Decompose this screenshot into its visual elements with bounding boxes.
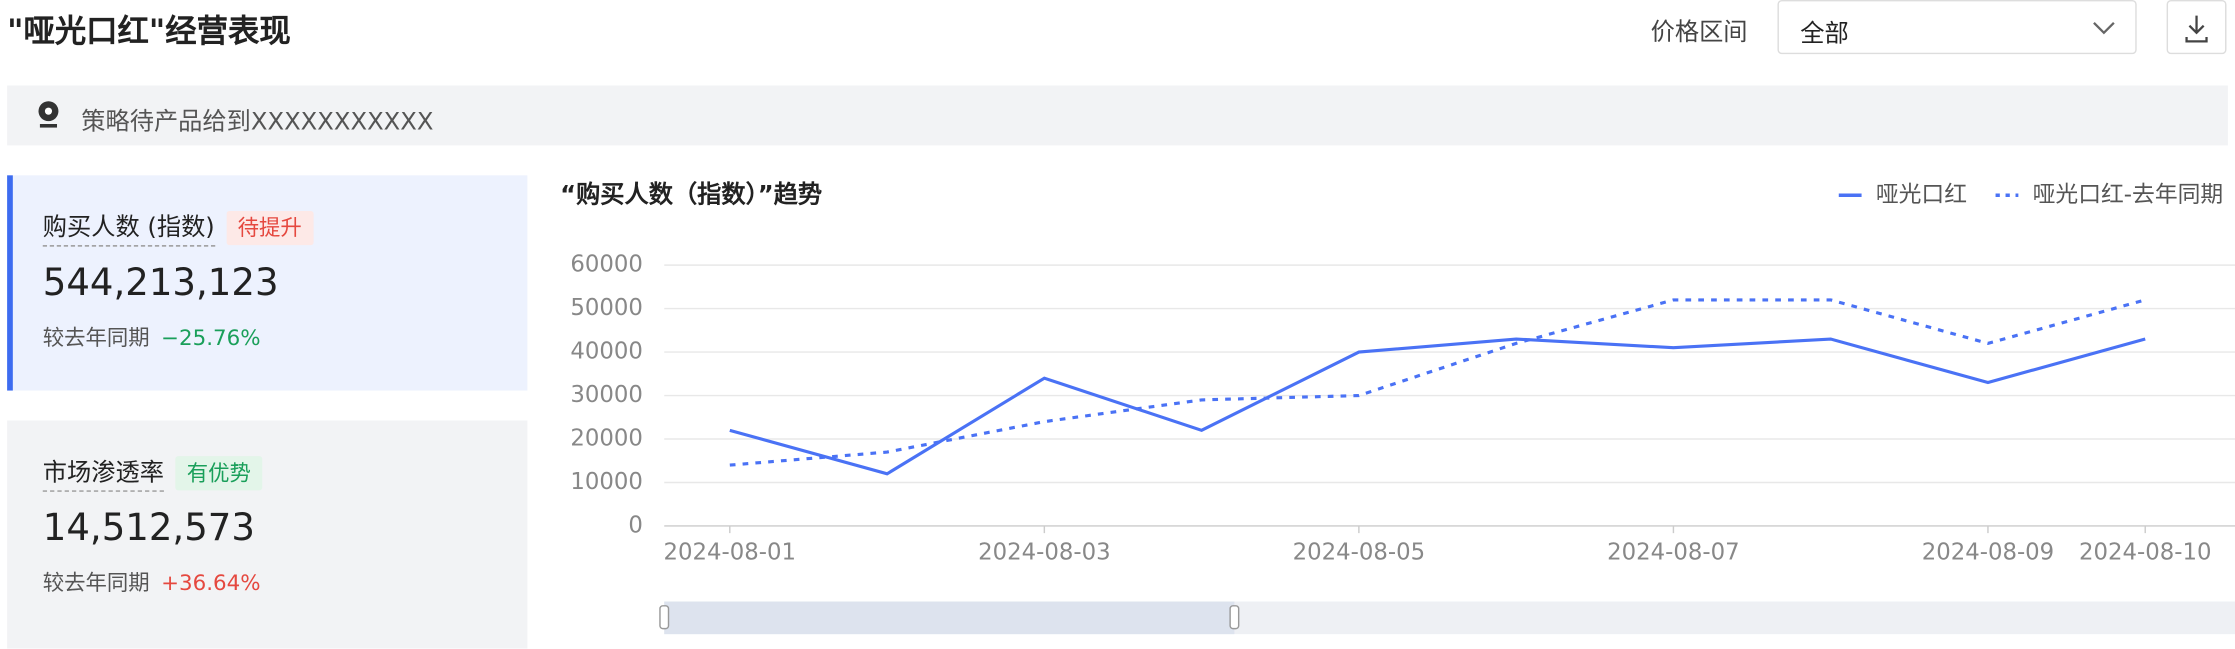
- legend-label: 哑光口红: [1876, 182, 1967, 208]
- x-tick-label: 2024-08-03: [978, 540, 1111, 566]
- card-value: 14,512,573: [42, 507, 255, 551]
- card-name: 市场渗透率: [42, 458, 164, 492]
- screen: "哑光口红"经营表现 价格区间 全部 策略待产品给到XXXXXXXXXXX 购买…: [7, 0, 2235, 649]
- x-tick-label: 2024-08-09: [1922, 540, 2055, 566]
- y-tick-label: 40000: [570, 339, 643, 365]
- filter-label: 价格区间: [1650, 18, 1748, 48]
- page: "哑光口红"经营表现 价格区间 全部 策略待产品给到XXXXXXXXXXX 购买…: [7, 0, 2235, 649]
- y-tick-label: 30000: [570, 382, 643, 408]
- card-value: 544,213,123: [42, 262, 279, 306]
- page-title: "哑光口红"经营表现: [7, 14, 291, 50]
- y-tick-label: 0: [628, 512, 643, 538]
- download-icon: [2185, 15, 2208, 43]
- x-tick-label: 2024-08-05: [1293, 540, 1426, 566]
- card-tag: 待提升: [226, 210, 314, 246]
- price-select[interactable]: 全部: [1777, 0, 2137, 55]
- chart: “购买人数（指数）”趋势 0 10000 20000 30000 40000 50000 6…: [560, 180, 2235, 635]
- card-name: 购买人数 (指数): [42, 213, 215, 247]
- series-line: [729, 337, 2146, 476]
- metric-card[interactable]: 市场渗透率 有优势 14,512,573 较去年同期 +36.64%: [7, 420, 528, 649]
- zoom-handle[interactable]: [1229, 605, 1240, 630]
- compare-label: 较去年同期: [42, 570, 150, 596]
- download-button[interactable]: [2166, 0, 2227, 55]
- compare-label: 较去年同期: [42, 324, 150, 351]
- x-tick-label: 2024-08-07: [1607, 540, 1740, 566]
- x-tick-label: 2024-08-10: [2079, 540, 2212, 566]
- card-tag: 有优势: [175, 456, 263, 491]
- notice-bar: 策略待产品给到XXXXXXXXXXX: [7, 85, 2228, 146]
- select-value: 全部: [1800, 19, 1849, 49]
- legend-label: 哑光口红-去年同期: [2033, 182, 2224, 208]
- y-tick-label: 20000: [570, 426, 643, 452]
- x-tick-label: 2024-08-01: [664, 540, 796, 566]
- y-tick-label: 50000: [570, 295, 643, 321]
- metric-card[interactable]: 购买人数 (指数) 待提升 544,213,123 较去年同期 −25.76%: [7, 175, 528, 391]
- change: −25.76%: [161, 324, 261, 351]
- y-tick-label: 60000: [570, 252, 643, 278]
- change: +36.64%: [161, 570, 261, 596]
- notice-icon: [38, 101, 59, 128]
- chevron: [2093, 22, 2115, 35]
- notice-text: 策略待产品给到XXXXXXXXXXX: [81, 108, 434, 137]
- chart-title: “购买人数（指数）”趋势: [560, 180, 822, 208]
- y-tick-label: 10000: [570, 469, 643, 495]
- zoom-window[interactable]: [664, 601, 1235, 635]
- zoom-handle[interactable]: [659, 605, 670, 630]
